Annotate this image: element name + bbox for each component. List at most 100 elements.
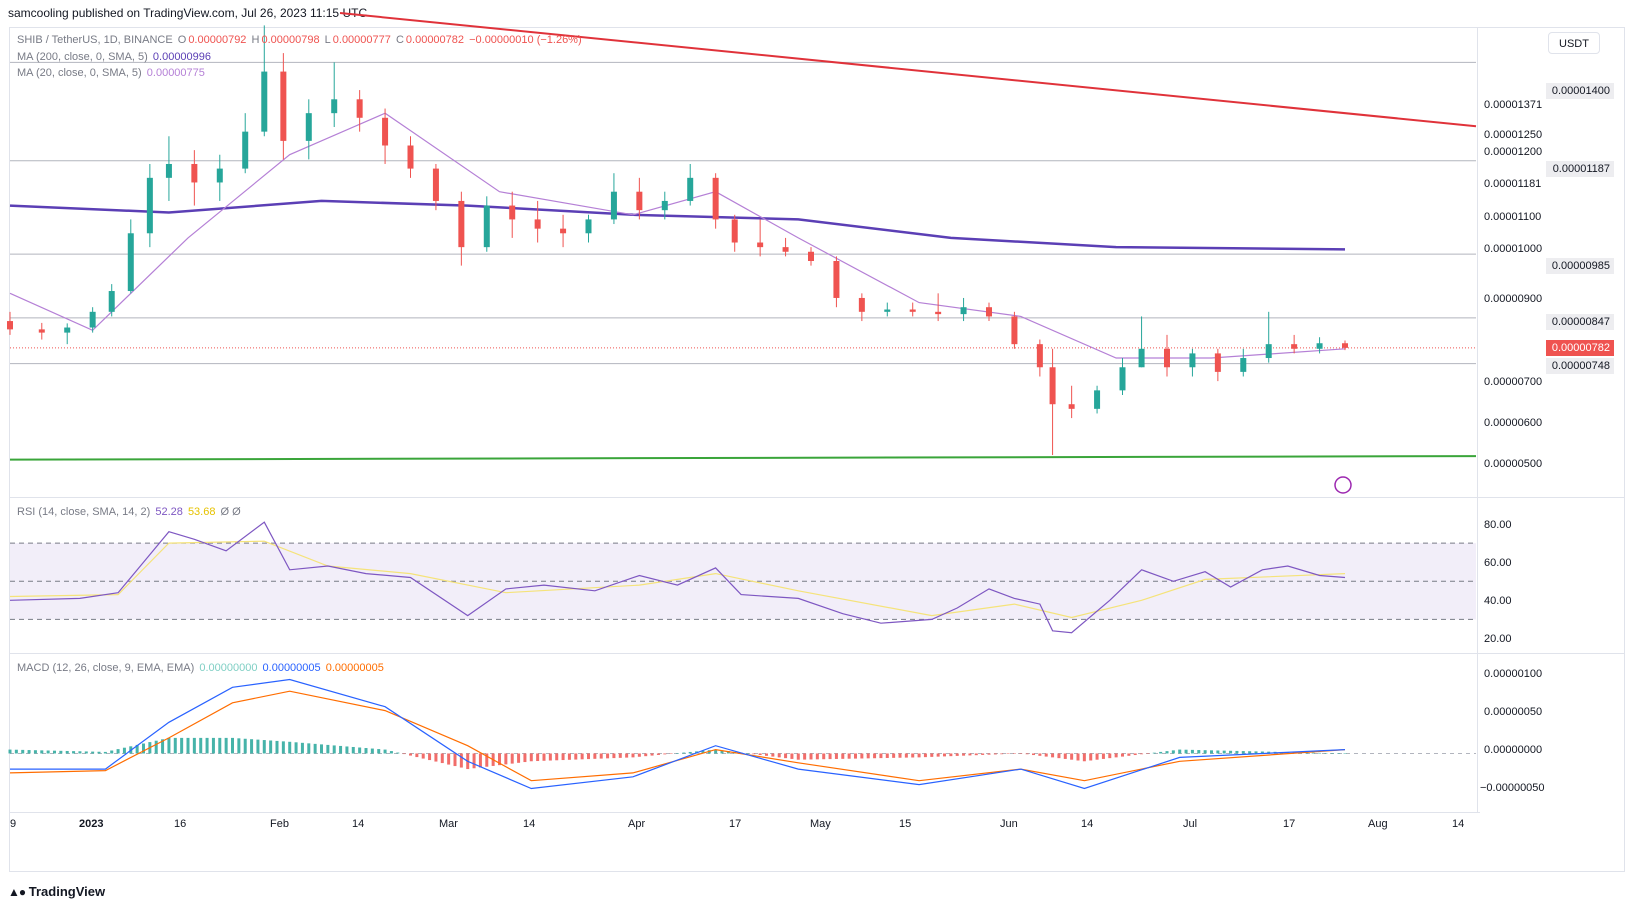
candle-body <box>1119 367 1126 391</box>
macd-histogram-bar <box>288 741 292 754</box>
macd-histogram-bar <box>1038 753 1042 756</box>
macd-axis-label: −0.00000050 <box>1480 782 1545 794</box>
macd-histogram-bar <box>1025 753 1029 755</box>
price-axis-label: 0.00000900 <box>1484 293 1543 305</box>
level-box[interactable]: 0.00000985 <box>1546 258 1614 274</box>
macd-histogram-bar <box>1082 753 1086 762</box>
macd-histogram-bar <box>1095 753 1099 760</box>
macd-histogram-bar <box>459 753 463 768</box>
macd-histogram-bar <box>1184 749 1188 754</box>
candle-body <box>407 145 414 169</box>
rsi-legend[interactable]: RSI (14, close, SMA, 14, 2) 52.28 53.68 … <box>17 506 243 518</box>
macd-histogram-bar <box>873 753 877 759</box>
time-axis-label: 15 <box>899 818 912 830</box>
last-price-tag: 0.00000782 <box>1546 340 1614 356</box>
macd-histogram-bar <box>1089 753 1093 761</box>
macd-histogram-bar <box>1165 751 1169 754</box>
ma200-legend[interactable]: MA (200, close, 0, SMA, 5) 0.00000996 <box>17 51 213 63</box>
pane-separator[interactable] <box>10 653 1624 654</box>
macd-histogram-bar <box>218 737 222 754</box>
macd-histogram-bar <box>815 753 819 760</box>
candle-body <box>356 99 363 118</box>
macd-histogram-bar <box>637 753 641 757</box>
level-box[interactable]: 0.00001187 <box>1546 161 1614 177</box>
price-axis-label: 0.00001200 <box>1484 146 1543 158</box>
level-box[interactable]: 0.00000847 <box>1546 314 1614 330</box>
macd-histogram-bar <box>46 750 50 754</box>
macd-histogram-bar <box>345 746 349 754</box>
macd-histogram-bar <box>656 753 660 755</box>
currency-button[interactable]: USDT <box>1548 32 1600 54</box>
macd-histogram-bar <box>269 740 273 754</box>
candle-body <box>1036 344 1043 368</box>
candle-body <box>661 200 668 211</box>
macd-histogram-bar <box>294 742 298 754</box>
time-axis-label: Jul <box>1183 818 1198 830</box>
macd-histogram-bar <box>542 753 546 761</box>
candle-body <box>216 168 223 183</box>
macd-histogram-bar <box>517 753 521 763</box>
macd-legend[interactable]: MACD (12, 26, close, 9, EMA, EMA) 0.0000… <box>17 662 386 674</box>
macd-histogram-bar <box>498 753 501 766</box>
candle-body <box>986 307 992 317</box>
macd-histogram-bar <box>485 753 489 767</box>
candle-body <box>509 205 516 220</box>
high-value: 0.00000798 <box>261 34 320 46</box>
candle-body <box>64 327 71 333</box>
candle-body <box>560 228 567 234</box>
macd-histogram-bar <box>1190 749 1194 754</box>
macd-histogram-bar <box>1171 750 1175 754</box>
time-axis-label: 9 <box>10 818 17 830</box>
macd-histogram-bar <box>726 751 730 754</box>
lightning-icon[interactable] <box>1334 476 1352 494</box>
macd-histogram-bar <box>65 750 69 754</box>
macd-histogram-bar <box>1000 753 1004 755</box>
candle-body <box>1342 343 1348 348</box>
time-axis-label: Apr <box>628 818 646 830</box>
candle-body <box>242 131 249 169</box>
macd-histogram-bar <box>1248 751 1252 754</box>
time-axis-label: 2023 <box>79 818 104 830</box>
macd-histogram-bar <box>447 753 451 765</box>
level-box[interactable]: 0.00000748 <box>1546 358 1614 374</box>
macd-histogram-bar <box>53 750 56 754</box>
candle-body <box>782 247 789 252</box>
macd-histogram-bar <box>1044 753 1048 757</box>
macd-histogram-bar <box>1108 753 1112 759</box>
candle-body <box>731 219 738 243</box>
macd-histogram-bar <box>923 753 927 758</box>
candle-body <box>191 163 198 183</box>
macd-histogram-bar <box>40 750 44 754</box>
macd-histogram-bar <box>122 747 126 754</box>
macd-histogram-bar <box>943 753 946 757</box>
macd-histogram-bar <box>161 739 165 754</box>
macd-histogram-bar <box>211 737 215 754</box>
ma20-legend[interactable]: MA (20, close, 0, SMA, 5) 0.00000775 <box>17 67 207 79</box>
time-axis-label: 17 <box>729 818 742 830</box>
tradingview-logo[interactable]: ▲● TradingView <box>8 884 105 899</box>
candle-body <box>108 291 115 312</box>
macd-histogram-bar <box>1318 752 1322 754</box>
macd-histogram-bar <box>650 753 654 756</box>
macd-histogram-bar <box>593 753 597 759</box>
candle-body <box>331 99 338 114</box>
candle-body <box>808 251 814 261</box>
macd-histogram-bar <box>1076 753 1080 761</box>
candle-body <box>1240 358 1247 372</box>
macd-histogram-bar <box>326 744 330 754</box>
time-axis-label: Aug <box>1368 818 1388 830</box>
macd-histogram-bar <box>587 753 590 760</box>
price-axis-label: 0.00000700 <box>1484 376 1543 388</box>
macd-histogram-bar <box>1159 751 1163 754</box>
pane-separator[interactable] <box>10 497 1624 498</box>
macd-hist-value: 0.00000000 <box>199 662 258 674</box>
macd-histogram-bar <box>790 753 794 759</box>
macd-histogram-bar <box>377 749 381 754</box>
symbol-label[interactable]: SHIB / TetherUS, 1D, BINANCE <box>17 34 173 46</box>
macd-histogram-bar <box>898 753 902 758</box>
macd-histogram-bar <box>1324 753 1328 754</box>
candle-body <box>687 177 694 201</box>
time-axis-label: May <box>810 818 831 830</box>
level-box[interactable]: 0.00001400 <box>1546 83 1614 99</box>
